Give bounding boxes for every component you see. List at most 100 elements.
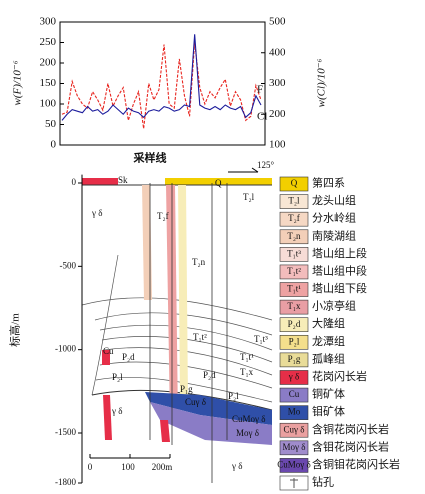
legend-symbol: P₁g: [288, 354, 301, 364]
legend-swatch: [279, 229, 309, 245]
legend-swatch: [279, 247, 309, 262]
unit-label: γ δ: [231, 461, 242, 471]
legend-symbol: Moγ δ: [283, 442, 306, 452]
legend-label: 孤峰组: [312, 351, 345, 365]
legend-swatch: [279, 176, 309, 192]
legend-symbol: Q: [291, 178, 298, 188]
unit-label: T₂n: [192, 257, 206, 267]
legend-swatch: [279, 317, 309, 333]
y-tick-label: 150: [40, 77, 57, 89]
unit-label: T₁x: [240, 367, 254, 377]
unit-label: P₁g: [180, 384, 193, 394]
y-tick-label: 300: [40, 16, 57, 28]
y-tick-label: 50: [45, 118, 57, 130]
legend-label: 含铜花岗闪长岩: [312, 422, 389, 436]
unit-label: Cu: [103, 346, 114, 356]
legend-swatch: [279, 282, 309, 297]
plot-frame: [59, 21, 266, 146]
legend-symbol: CuMoγ δ: [277, 459, 310, 469]
legend-label: 塔山组下段: [312, 281, 367, 295]
legend-symbol: T₂f: [288, 213, 300, 223]
series-label: F: [257, 83, 263, 95]
section-tick-label: -500: [60, 260, 77, 270]
unit-label: T₁t¹: [240, 352, 254, 362]
legend-symbol: γ δ: [288, 372, 299, 382]
y2-tick-label: 500: [269, 16, 286, 28]
y2-tick-label: 100: [269, 139, 286, 151]
unit-label: T₂f: [157, 211, 169, 221]
y-tick-label: 100: [40, 98, 57, 110]
legend-symbol: P₂l: [289, 336, 300, 346]
unit-label: P₂l: [112, 372, 123, 382]
y-tick-label: 0: [51, 139, 57, 151]
legend-label: 含铜钼花岗闪长岩: [312, 457, 400, 471]
unit-label: T₂l: [243, 192, 255, 202]
legend-swatch: [279, 458, 309, 473]
unit-label: CuMoγ δ: [232, 414, 265, 424]
y2-tick-label: 200: [269, 108, 286, 120]
scale-label: 100: [121, 462, 135, 472]
legend-swatch: [279, 440, 309, 456]
legend-label: 分水岭组: [312, 211, 356, 225]
legend-label: 小凉亭组: [312, 299, 356, 313]
unit-label: Cuγ δ: [185, 397, 206, 407]
legend-swatch: [279, 194, 309, 209]
section-labels: Sk Q T₂l T₂f γ δ T₂n T₁t³ T₁t² T₁t¹ T₁x …: [91, 175, 268, 471]
legend-label: 第四系: [312, 176, 345, 190]
legend-label: 含钼花岗闪长岩: [312, 439, 389, 453]
y-label: w(F)/10⁻⁶: [12, 60, 24, 105]
legend-label: 大隆组: [312, 316, 345, 330]
unit-label: γ δ: [111, 406, 122, 416]
y2-tick-label: 400: [269, 46, 286, 58]
section-y-label: 标高/m: [8, 313, 22, 347]
legend-label: 花岗闪长岩: [312, 369, 367, 383]
y-tick-label: 250: [40, 36, 57, 48]
legend-symbol: Mo: [288, 407, 301, 417]
section-tick-label: -1500: [55, 427, 76, 437]
legend-swatch: [279, 370, 309, 385]
legend-symbol: Cuγ δ: [284, 424, 305, 434]
unit-label: P₂l: [228, 391, 239, 401]
legend-swatch: [279, 264, 309, 280]
legend-label: 龙潭组: [312, 334, 345, 348]
series-line: [61, 42, 262, 129]
legend-swatch: [279, 334, 309, 350]
unit-label: γ δ: [91, 208, 102, 218]
legend-label: 塔山组上段: [312, 246, 367, 260]
legend-symbol: T₁t³: [287, 248, 301, 258]
series-line: [61, 34, 262, 121]
unit-label: Sk: [118, 175, 128, 185]
legend-label: 塔山组中段: [312, 263, 367, 277]
legend-label: 龙头山组: [312, 193, 356, 207]
unit-label: Q: [215, 178, 222, 188]
section-tick-label: -1800: [55, 477, 76, 487]
legend-symbol: P₂d: [288, 319, 301, 329]
series-label: Cl: [257, 111, 267, 123]
legend-label: 南陵湖组: [312, 228, 356, 242]
section-tick-label: -1000: [55, 344, 76, 354]
unit-label: Moγ δ: [236, 428, 259, 438]
legend-symbol: T₁t²: [287, 266, 301, 276]
section-tick-label: 0: [72, 177, 77, 187]
x-label: 采样线: [133, 151, 167, 165]
legend-swatch: [279, 352, 309, 368]
orientation: 125°: [257, 160, 275, 170]
y2-tick-label: 300: [269, 77, 286, 89]
legend-label: 铜矿体: [312, 387, 345, 401]
legend-label: 钼矿体: [312, 404, 345, 418]
legend-symbol: T₁t¹: [287, 284, 301, 294]
legend-swatch: [279, 211, 309, 227]
unit-label: T₁t²: [193, 332, 207, 342]
y2-label: w(Cl)/10⁻⁶: [316, 58, 328, 107]
scale-label: 200m: [152, 462, 173, 472]
unit-label: P₂d: [203, 370, 216, 380]
legend-swatch: [279, 299, 309, 315]
legend-swatch: [279, 405, 309, 420]
y-tick-label: 200: [40, 57, 57, 69]
section-geology: [81, 167, 273, 483]
legend-swatch: [279, 422, 309, 438]
unit-label: P₂d: [122, 352, 135, 362]
scale-label: 0: [88, 462, 93, 472]
